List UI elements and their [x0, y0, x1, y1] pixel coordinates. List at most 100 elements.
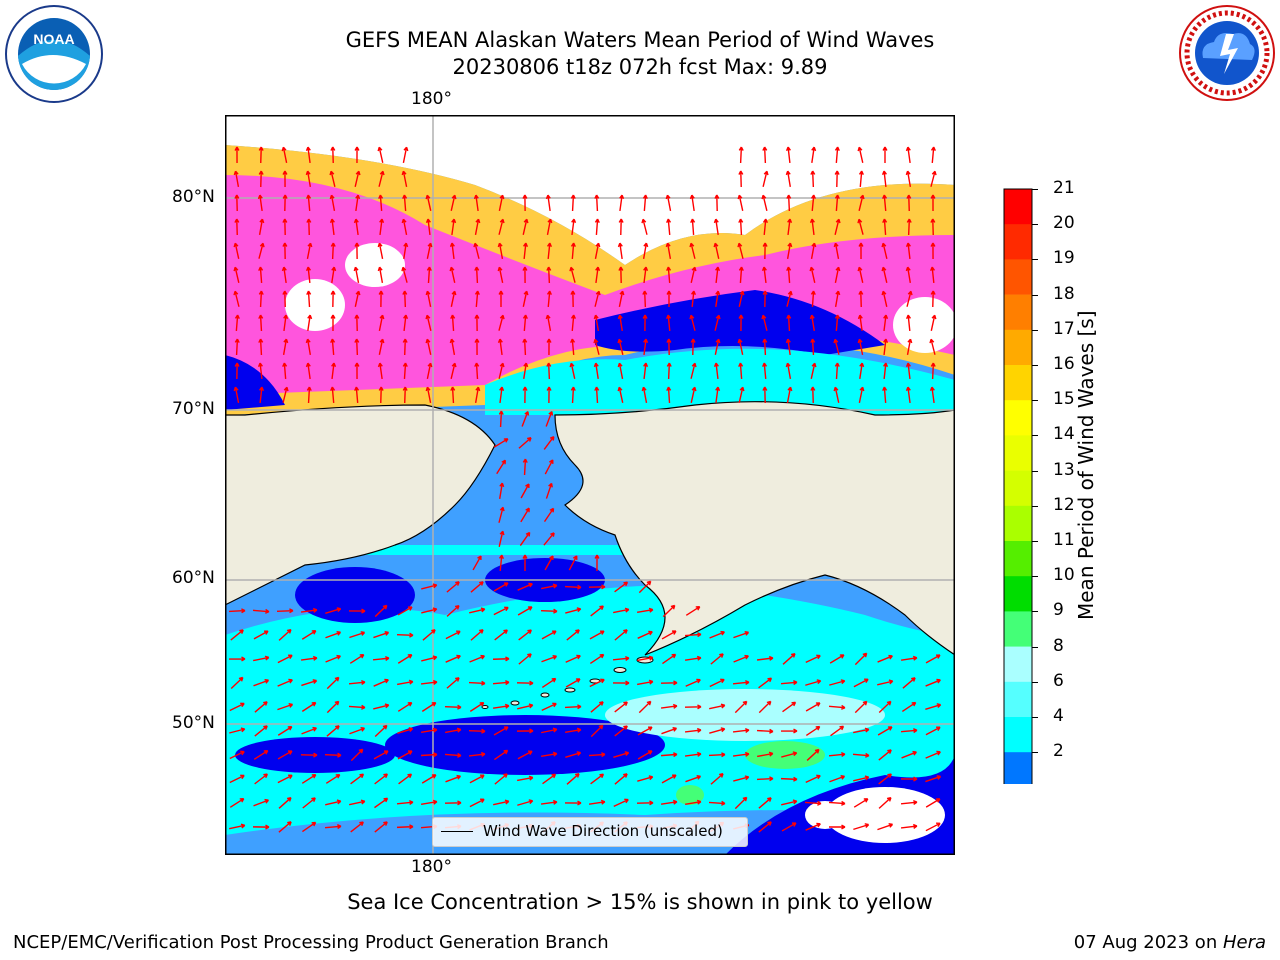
wave-arrow	[569, 362, 576, 379]
lat-label-60: 60°N	[172, 568, 215, 588]
wave-arrow	[373, 750, 389, 760]
wave-arrow	[762, 362, 768, 380]
wave-arrow	[858, 194, 865, 211]
wave-arrow	[396, 824, 414, 830]
wave-arrow	[781, 799, 798, 806]
wave-arrow	[713, 362, 719, 380]
wave-arrow	[761, 194, 768, 211]
wave-arrow	[617, 386, 624, 403]
chart-subtitle: 20230806 t18z 072h fcst Max: 9.89	[452, 55, 828, 79]
wave-arrow	[282, 290, 288, 308]
wave-arrow	[450, 314, 456, 332]
wave-arrow	[522, 290, 529, 307]
wave-arrow	[470, 581, 484, 593]
wave-arrow	[734, 700, 748, 714]
wave-arrow	[518, 437, 532, 449]
wave-arrow	[882, 146, 888, 164]
wave-arrow	[853, 798, 869, 808]
graticule	[225, 115, 955, 855]
wave-arrow	[570, 194, 576, 212]
wave-arrow	[854, 700, 868, 714]
wave-arrow	[325, 773, 341, 784]
wave-arrow	[661, 774, 677, 784]
branch-credit: NCEP/EMC/Verification Post Processing Pr…	[13, 932, 609, 953]
wave-arrow	[713, 242, 720, 259]
wave-arrow	[617, 314, 623, 332]
wave-arrow	[444, 752, 462, 758]
wave-arrow	[546, 242, 553, 260]
wave-arrow	[302, 797, 316, 809]
wave-arrow	[234, 146, 240, 164]
colorbar-segment	[1004, 365, 1032, 401]
colorbar-tick	[1032, 541, 1038, 542]
wave-arrow	[354, 338, 360, 356]
wave-arrow	[905, 386, 911, 404]
wave-arrow	[474, 314, 480, 332]
wave-arrow	[930, 314, 937, 331]
wave-arrow	[402, 290, 408, 308]
wave-arrow	[398, 773, 413, 785]
wave-arrow	[278, 821, 292, 833]
wave-arrow	[374, 724, 388, 738]
wave-arrow	[355, 194, 361, 212]
wave-arrow	[493, 606, 509, 616]
colorbar-label: Mean Period of Wind Waves [s]	[1074, 310, 1098, 620]
wave-arrow	[497, 338, 503, 356]
wave-arrow	[542, 773, 557, 785]
wave-arrow	[642, 242, 649, 260]
wave-arrow	[519, 531, 531, 546]
sea-ice-note: Sea Ice Concentration > 15% is shown in …	[347, 890, 933, 914]
wave-arrow	[401, 266, 408, 283]
wave-arrow	[690, 362, 697, 379]
wave-arrow	[708, 752, 726, 758]
wave-arrow	[259, 386, 265, 404]
wave-arrow	[690, 290, 697, 308]
wave-arrow	[373, 631, 390, 639]
wave-arrow	[541, 630, 557, 640]
wave-arrow	[810, 290, 816, 308]
wave-arrow	[758, 677, 773, 689]
wave-arrow	[612, 680, 630, 686]
wave-arrow	[785, 362, 792, 379]
wave-arrow	[522, 458, 528, 476]
wave-arrow	[878, 700, 892, 714]
wave-arrow	[612, 655, 630, 662]
wave-arrow	[925, 703, 942, 710]
wave-arrow	[590, 605, 604, 617]
colorbar-tick-label: 9	[1053, 600, 1064, 621]
wave-arrow	[425, 386, 432, 403]
wave-arrow	[379, 218, 385, 236]
wave-arrow	[300, 655, 318, 661]
colorbar-tick	[1032, 224, 1038, 226]
colorbar-segment	[1004, 435, 1032, 471]
wave-arrow	[283, 314, 289, 332]
wave-arrow	[809, 218, 815, 236]
wave-arrow	[689, 314, 696, 331]
wave-arrow	[521, 411, 530, 427]
wave-arrow	[378, 314, 385, 331]
wave-arrow	[614, 773, 628, 785]
colorbar-segment	[1004, 400, 1032, 436]
wave-arrow	[258, 266, 264, 284]
wave-arrow	[690, 386, 697, 403]
wave-arrow	[786, 314, 792, 332]
wave-arrow	[786, 290, 793, 307]
wave-arrow	[805, 774, 821, 783]
wave-arrow	[494, 749, 509, 761]
wave-arrow	[233, 266, 240, 283]
wave-arrow	[614, 629, 628, 641]
wave-arrow	[925, 750, 941, 759]
wave-arrow	[738, 314, 744, 332]
wave-arrow	[834, 170, 840, 188]
wave-arrow	[660, 752, 678, 758]
wave-arrow	[397, 701, 413, 712]
wave-arrow	[234, 218, 240, 236]
wave-arrow	[498, 290, 504, 308]
wave-arrow	[902, 677, 916, 689]
wave-arrow	[589, 678, 605, 688]
wave-arrow	[402, 362, 408, 380]
wave-arrow	[401, 170, 408, 187]
wave-arrow	[738, 218, 744, 236]
wave-arrow	[925, 678, 941, 687]
wave-arrow	[762, 170, 769, 187]
